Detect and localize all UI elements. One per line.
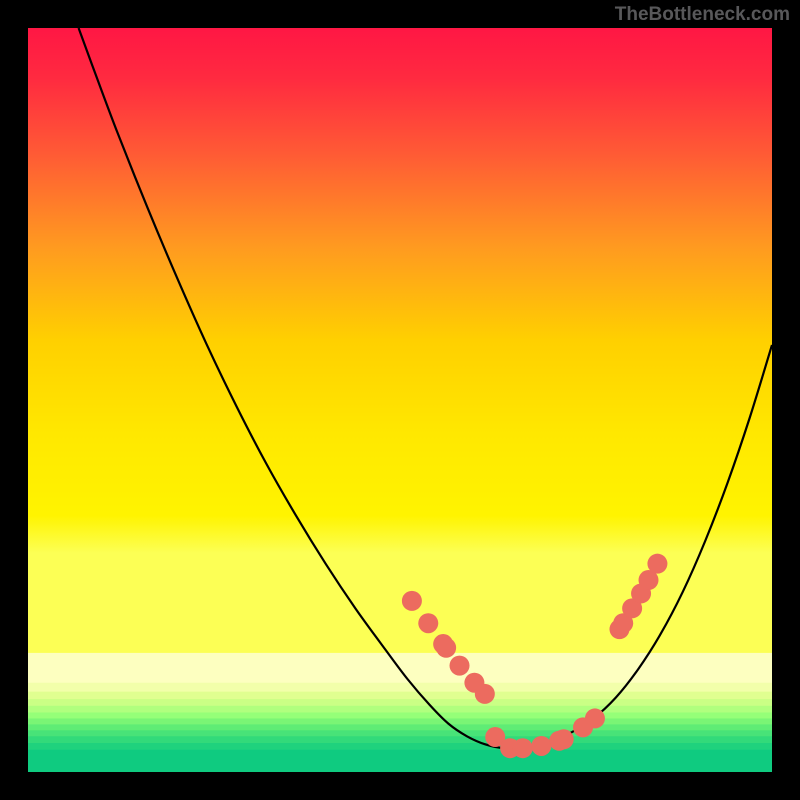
- gradient-band: [28, 712, 772, 718]
- gradient-band: [28, 692, 772, 700]
- gradient-band: [28, 699, 772, 706]
- data-marker: [450, 656, 470, 676]
- gradient-band: [28, 706, 772, 713]
- gradient-band: [28, 750, 772, 772]
- data-marker: [436, 638, 456, 658]
- gradient-band: [28, 736, 772, 743]
- border-left: [0, 0, 28, 800]
- data-marker: [475, 684, 495, 704]
- gradient-band: [28, 683, 772, 692]
- bottleneck-curve-chart: [28, 28, 772, 772]
- data-marker: [554, 729, 574, 749]
- data-marker: [418, 613, 438, 633]
- chart-container: TheBottleneck.com: [0, 0, 800, 800]
- data-marker: [531, 736, 551, 756]
- gradient-band: [28, 724, 772, 730]
- data-marker: [647, 554, 667, 574]
- data-marker: [402, 591, 422, 611]
- watermark-text: TheBottleneck.com: [615, 4, 790, 26]
- data-marker: [585, 708, 605, 728]
- border-right: [772, 0, 800, 800]
- gradient-band: [28, 730, 772, 736]
- data-marker: [513, 738, 533, 758]
- gradient-band: [28, 718, 772, 724]
- plot-area: [28, 28, 772, 772]
- gradient-band: [28, 743, 772, 750]
- border-bottom: [0, 772, 800, 800]
